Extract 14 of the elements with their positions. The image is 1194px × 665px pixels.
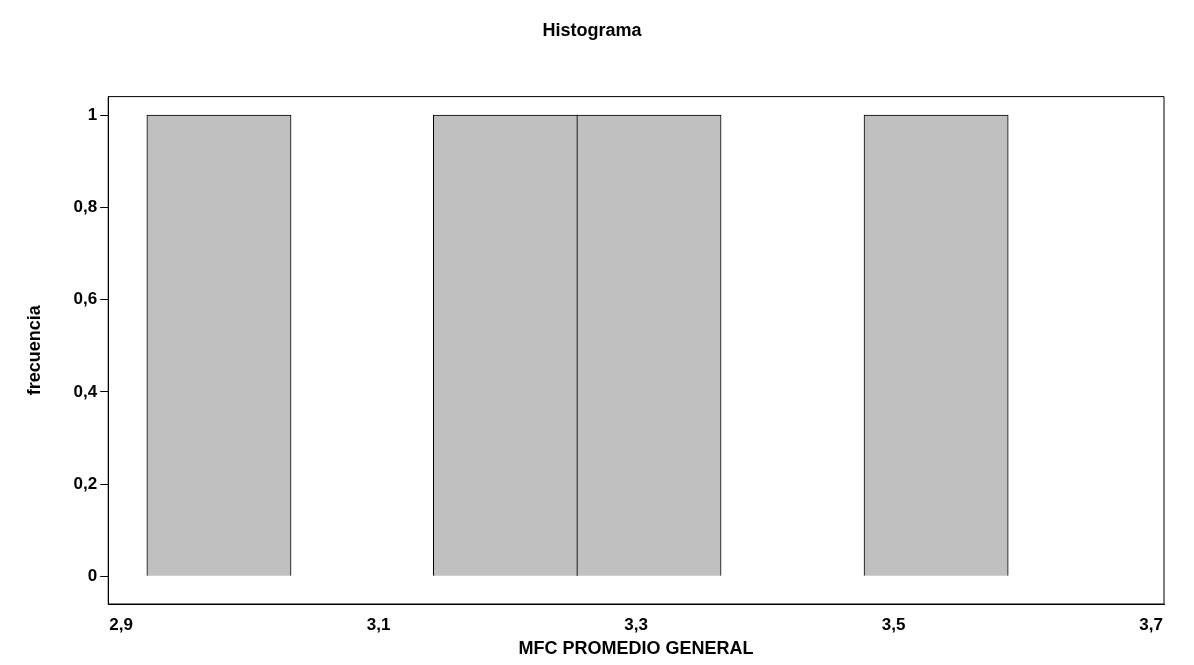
y-tick-label: 0,8 <box>73 196 98 216</box>
y-tick-label: 0,4 <box>73 381 98 401</box>
chart-title: Histograma <box>542 19 643 40</box>
y-axis-title: frecuencia <box>23 304 44 396</box>
x-tick-label: 3,3 <box>624 614 648 634</box>
y-tick-label: 0,6 <box>73 289 98 309</box>
x-axis-title: MFC PROMEDIO GENERAL <box>518 638 754 659</box>
x-tick-label: 2,9 <box>109 614 133 634</box>
y-tick-label: 0 <box>87 566 98 586</box>
x-tick-label: 3,5 <box>881 614 906 634</box>
x-tick-label: 3,7 <box>1139 614 1163 634</box>
y-tick-label: 1 <box>87 104 98 124</box>
y-tick-label: 0,2 <box>73 473 98 493</box>
x-tick-label: 3,1 <box>366 614 391 634</box>
